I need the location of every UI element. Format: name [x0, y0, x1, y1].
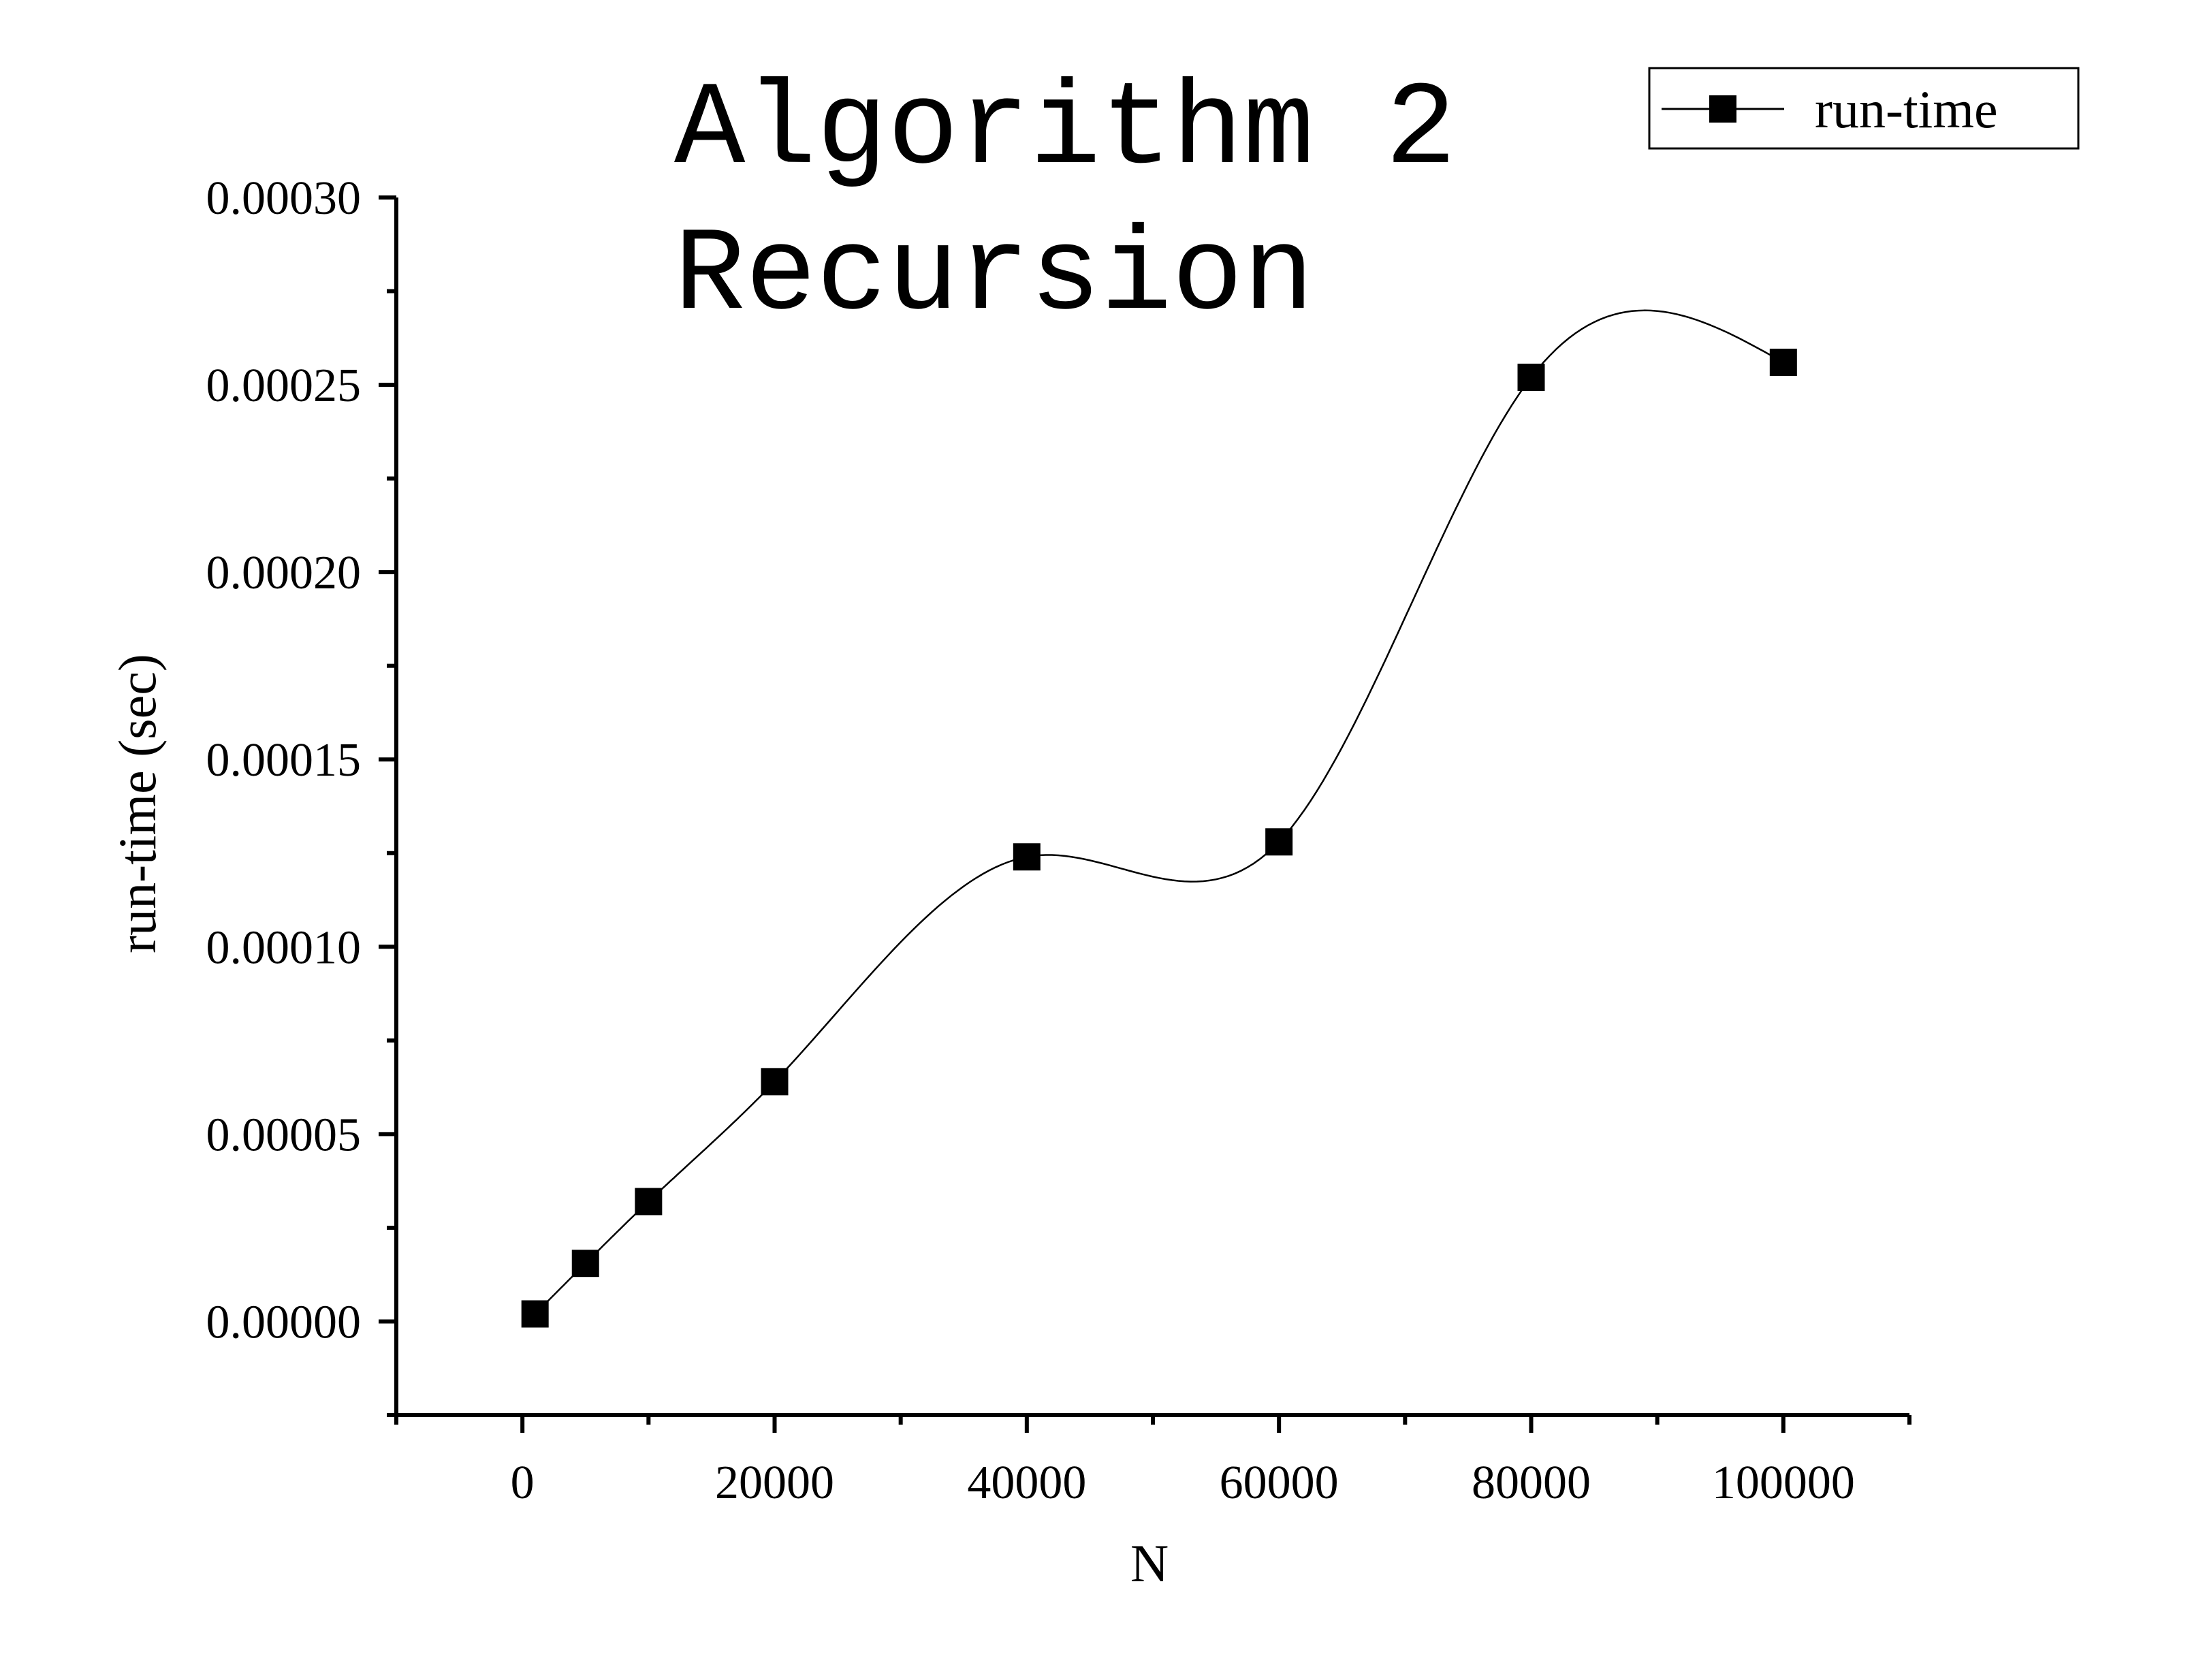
- y-axis-label: run-time (sec): [108, 654, 167, 953]
- y-tick-label: 0.00030: [206, 172, 362, 225]
- data-point-marker: [1769, 349, 1797, 377]
- x-tick-label: 0: [511, 1457, 535, 1509]
- legend-marker-swatch: [1709, 95, 1736, 123]
- x-axis-label: N: [1130, 1534, 1169, 1593]
- data-point-marker: [1265, 828, 1293, 856]
- x-tick-label: 40000: [967, 1457, 1086, 1509]
- data-point-marker: [521, 1300, 549, 1328]
- data-point-marker: [1517, 364, 1545, 392]
- data-point-marker: [635, 1188, 663, 1216]
- data-point-marker: [571, 1250, 599, 1278]
- legend: run-time: [1648, 67, 2080, 150]
- x-tick-label: 20000: [715, 1457, 834, 1509]
- chart-title-line-1: Algorithm 2: [674, 64, 1457, 198]
- series-layer: [521, 309, 1797, 1328]
- y-tick-label: 0.00015: [206, 734, 362, 787]
- chart-title-line-2: Recursion: [674, 210, 1314, 344]
- x-tick-label: 100000: [1712, 1457, 1855, 1509]
- y-tick-label: 0.00020: [206, 547, 362, 599]
- x-tick-label: 60000: [1220, 1457, 1339, 1509]
- series-line-run-time: [534, 309, 1784, 1315]
- ticks: 0.00000 0.00005 0.00010 0.00015 0.00020 0.000…: [206, 172, 1911, 1509]
- x-tick-label: 80000: [1472, 1457, 1591, 1509]
- y-tick-label: 0.00025: [206, 360, 362, 412]
- y-tick-label: 0.00005: [206, 1109, 362, 1161]
- y-tick-label: 0.00010: [206, 921, 362, 974]
- data-point-marker: [1013, 843, 1041, 871]
- legend-label: run-time: [1815, 80, 1998, 139]
- y-tick-label: 0.00000: [206, 1296, 362, 1348]
- axes: [394, 197, 1909, 1417]
- data-point-marker: [761, 1068, 789, 1096]
